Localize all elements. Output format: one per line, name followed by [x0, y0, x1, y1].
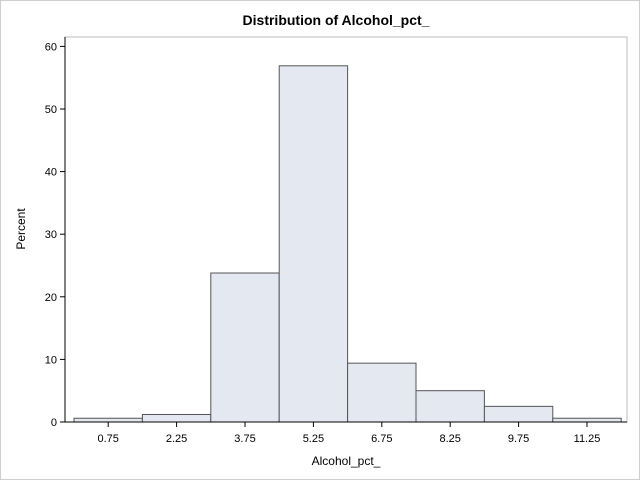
- x-tick-label: 11.25: [574, 433, 601, 445]
- y-tick-label: 20: [45, 292, 57, 304]
- x-tick-label: 0.75: [97, 433, 118, 445]
- chart-title: Distribution of Alcohol_pct_: [243, 12, 430, 28]
- x-tick-label: 6.75: [371, 433, 392, 445]
- y-tick-label: 50: [45, 104, 57, 116]
- bars-group: [73, 65, 622, 423]
- y-axis: 0 10 20 30 40 50 60: [45, 37, 66, 429]
- x-axis-label: Alcohol_pct_: [312, 454, 381, 468]
- x-tick-label: 5.25: [303, 433, 324, 445]
- histogram-bar: [483, 405, 554, 423]
- x-axis: 0.75 2.25 3.75 5.25 6.75 8.25 9.75 11.25: [65, 421, 627, 445]
- histogram-bar: [415, 390, 485, 423]
- histogram-bar: [141, 413, 212, 423]
- y-tick-label: 10: [45, 354, 57, 366]
- x-tick-label: 2.25: [166, 433, 187, 445]
- histogram-bar: [347, 362, 417, 423]
- histogram-bar: [552, 417, 622, 423]
- y-tick-label: 0: [51, 417, 57, 429]
- histogram-bar: [210, 272, 280, 423]
- x-tick-label: 3.75: [234, 433, 255, 445]
- x-tick-label: 8.25: [439, 433, 460, 445]
- y-axis-label: Percent: [14, 208, 28, 250]
- histogram-bar: [278, 65, 349, 423]
- histogram-bar: [73, 417, 143, 423]
- y-tick-label: 30: [45, 229, 57, 241]
- x-tick-label: 9.75: [508, 433, 529, 445]
- y-tick-label: 40: [45, 167, 57, 179]
- y-tick-label: 60: [45, 41, 57, 53]
